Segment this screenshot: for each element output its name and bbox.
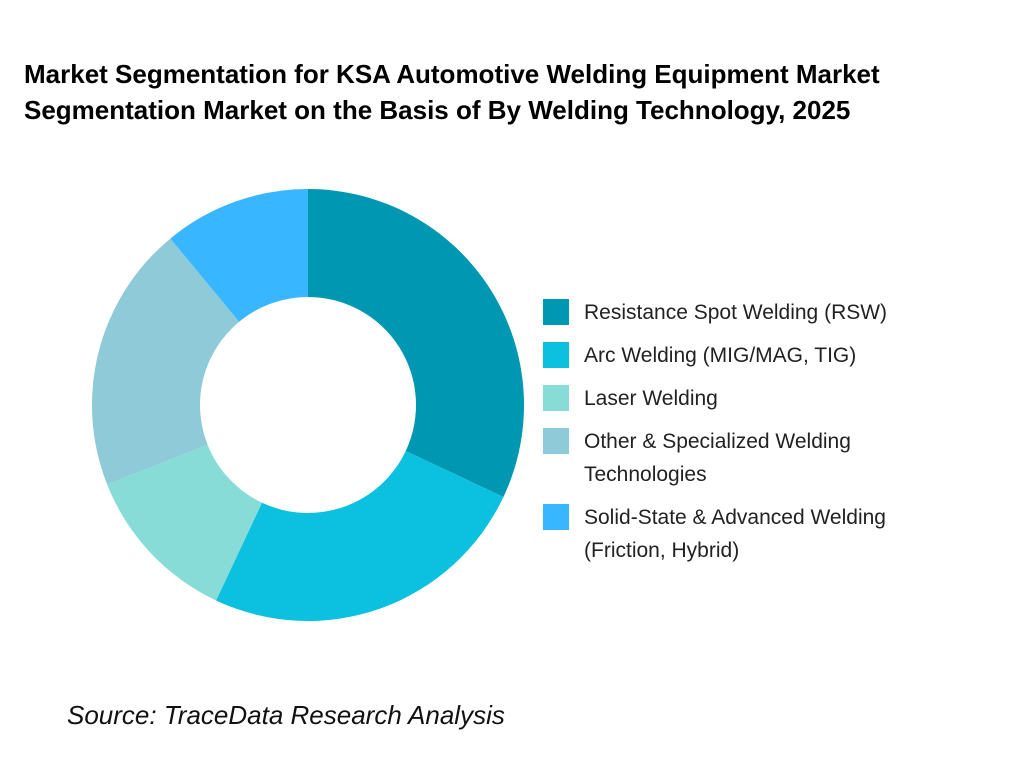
legend-item: Arc Welding (MIG/MAG, TIG)	[543, 339, 963, 372]
source: Source: TraceData Research Analysis	[67, 700, 505, 730]
donut-slice	[308, 189, 524, 497]
legend-item: Laser Welding	[543, 382, 963, 415]
donut-slice	[92, 238, 240, 485]
legend-swatch	[543, 342, 569, 368]
donut-slice	[216, 450, 504, 621]
legend-label: Solid-State & Advanced Welding (Friction…	[584, 506, 886, 562]
legend-label: Laser Welding	[584, 387, 718, 410]
legend-item: Other & Specialized Welding Technologies	[543, 425, 963, 491]
legend-label: Arc Welding (MIG/MAG, TIG)	[584, 344, 857, 367]
donut-slice	[107, 444, 263, 601]
legend-swatch	[543, 299, 569, 325]
legend-swatch	[543, 385, 569, 411]
legend-swatch	[543, 428, 569, 454]
donut-slice	[170, 189, 308, 322]
legend-item: Solid-State & Advanced Welding (Friction…	[543, 501, 963, 567]
legend-swatch	[543, 504, 569, 530]
chart-title: Market Segmentation for KSA Automotive W…	[24, 59, 880, 125]
legend: Resistance Spot Welding (RSW) Arc Welding…	[543, 296, 963, 577]
legend-label: Resistance Spot Welding (RSW)	[584, 301, 888, 324]
legend-label: Other & Specialized Welding Technologies	[584, 430, 851, 486]
legend-item: Resistance Spot Welding (RSW)	[543, 296, 963, 329]
